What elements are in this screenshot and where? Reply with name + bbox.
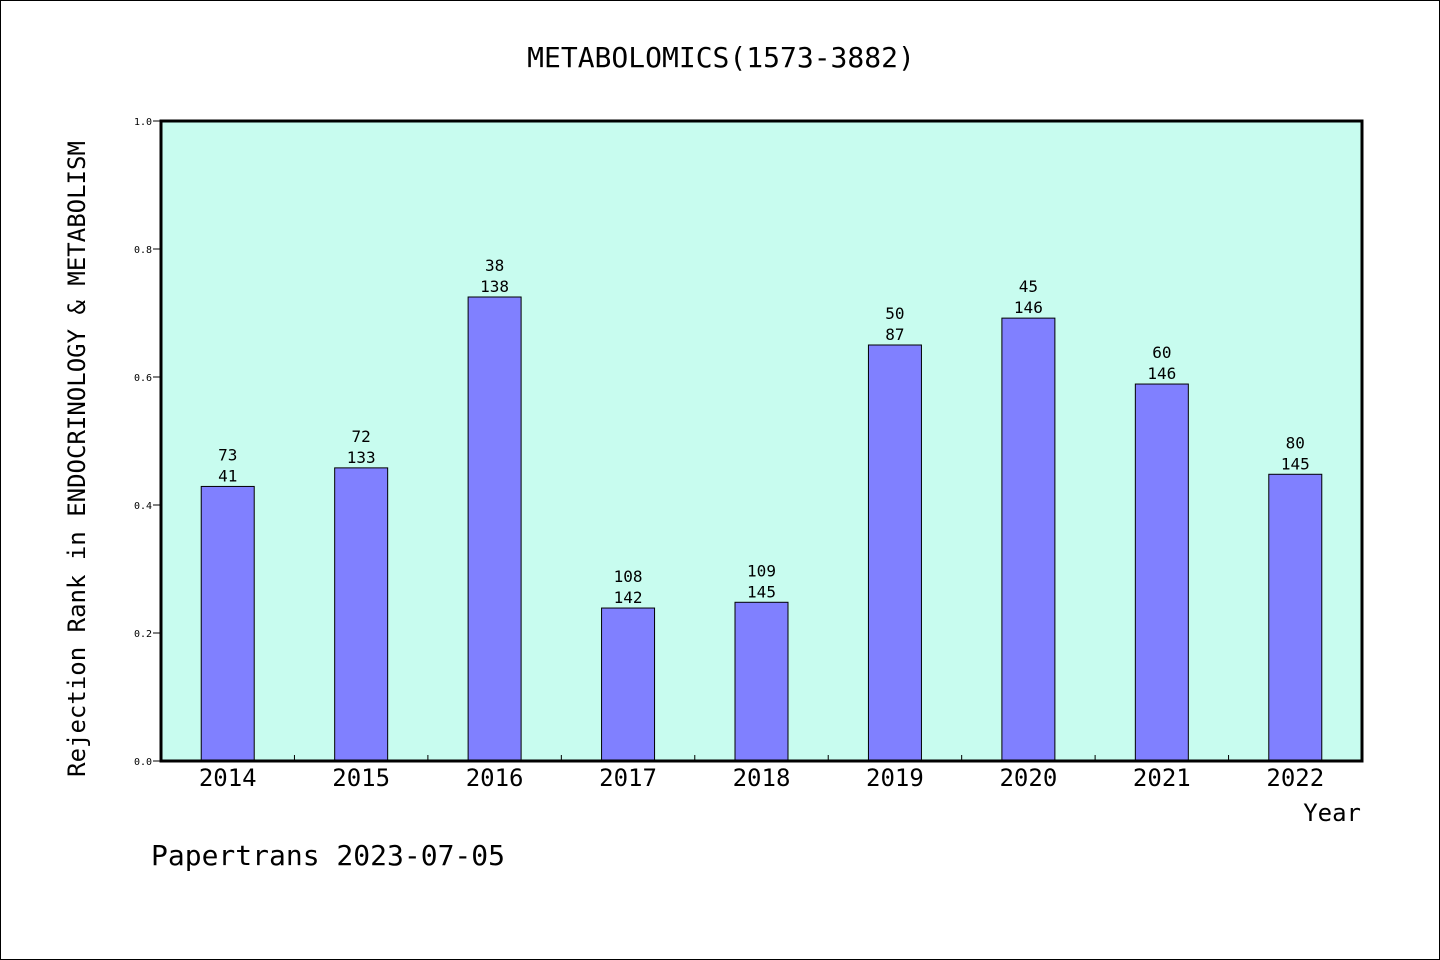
bar <box>1001 317 1056 762</box>
bar-label-top: 80 <box>1286 433 1305 452</box>
bar-label-bottom: 142 <box>614 588 643 607</box>
x-tick-label: 2018 <box>733 764 791 792</box>
y-tick-label: 1.0 <box>134 117 152 128</box>
bar <box>867 344 922 762</box>
bar-label-bottom: 87 <box>885 325 904 344</box>
bar <box>334 467 389 762</box>
bar-label-bottom: 145 <box>1281 454 1310 473</box>
x-tick-label: 2015 <box>332 764 390 792</box>
bar <box>1268 473 1323 762</box>
plot-frame <box>159 119 1364 763</box>
bar-label-top: 108 <box>614 567 643 586</box>
y-tick-label: 0.8 <box>134 245 152 256</box>
bar-label-top: 60 <box>1152 343 1171 362</box>
x-tick-label: 2014 <box>199 764 257 792</box>
chart-title: METABOLOMICS(1573-3882) <box>527 41 915 74</box>
x-tick-label: 2021 <box>1133 764 1191 792</box>
y-tick-label: 0.2 <box>134 629 152 640</box>
y-axis-label: Rejection Rank in ENDOCRINOLOGY & METABO… <box>63 141 91 777</box>
bar <box>200 485 255 762</box>
x-tick-label: 2016 <box>466 764 524 792</box>
bar-label-bottom: 41 <box>218 466 237 485</box>
bar-label-bottom: 133 <box>347 448 376 467</box>
bar-label-bottom: 138 <box>480 277 509 296</box>
bar <box>1134 383 1189 762</box>
x-tick-label: 2022 <box>1266 764 1324 792</box>
bar-label-top: 45 <box>1019 277 1038 296</box>
bar-label-top: 109 <box>747 561 776 580</box>
x-axis-label: Year <box>1303 799 1361 827</box>
x-tick-label: 2020 <box>999 764 1057 792</box>
y-tick-label: 0.0 <box>134 757 152 768</box>
x-tick-label: 2017 <box>599 764 657 792</box>
bar <box>601 607 656 762</box>
bar-label-bottom: 146 <box>1147 364 1176 383</box>
y-tick-label: 0.4 <box>134 501 152 512</box>
x-tick-label: 2019 <box>866 764 924 792</box>
footer-text: Papertrans 2023-07-05 <box>151 839 505 872</box>
bar-label-top: 72 <box>352 427 371 446</box>
bar <box>467 296 522 762</box>
bar-label-top: 38 <box>485 256 504 275</box>
bar-label-top: 73 <box>218 445 237 464</box>
bar-label-bottom: 145 <box>747 582 776 601</box>
bar <box>734 601 789 762</box>
bar-label-top: 50 <box>885 304 904 323</box>
bar-label-bottom: 146 <box>1014 298 1043 317</box>
y-tick-label: 0.6 <box>134 373 152 384</box>
